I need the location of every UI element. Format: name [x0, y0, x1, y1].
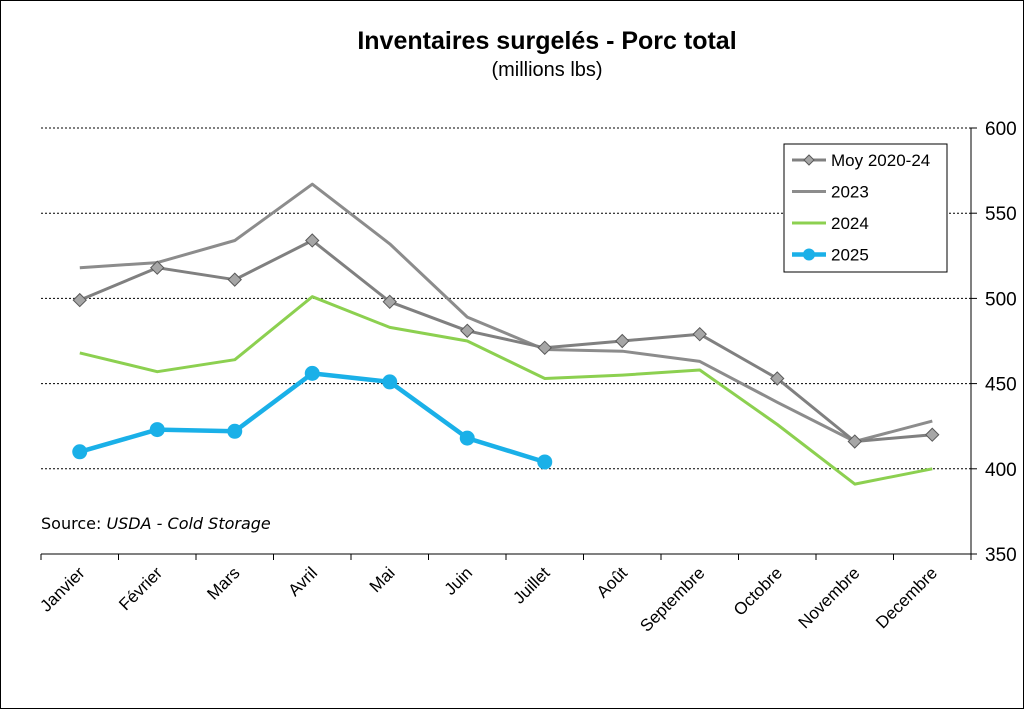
y-tick-label: 500: [985, 289, 1017, 310]
data-point: [72, 444, 88, 460]
data-point: [692, 326, 707, 342]
data-point: [72, 292, 87, 308]
series-line-2: [79, 295, 933, 486]
source-annotation: Source: USDA - Cold Storage: [41, 514, 271, 533]
data-point: [537, 340, 552, 356]
x-tick-label: Mars: [203, 563, 243, 603]
data-point: [304, 365, 320, 381]
series-line-0: [79, 239, 933, 443]
data-point: [770, 371, 785, 386]
x-tick-label: Decembre: [872, 563, 941, 632]
source-name: USDA - Cold Storage: [106, 514, 270, 533]
series-markers: [72, 233, 940, 470]
data-point: [459, 430, 475, 446]
chart-title: Inventaires surgelés - Porc total: [357, 27, 737, 55]
y-tick-label: 450: [985, 375, 1017, 396]
x-tick-label: Juin: [441, 563, 476, 598]
series-line-3: [79, 371, 546, 465]
chart-subtitle: (millions lbs): [491, 59, 603, 81]
x-tick-label: Novembre: [795, 563, 864, 632]
series-line-1: [79, 182, 933, 443]
x-tick-label: Octobre: [730, 563, 786, 619]
y-tick-label: 550: [985, 204, 1017, 225]
data-point: [382, 374, 398, 390]
source-prefix: Source:: [41, 514, 106, 533]
x-tick-label: Février: [115, 563, 166, 614]
legend-marker: [803, 154, 815, 166]
data-point: [227, 272, 242, 287]
data-point: [460, 323, 475, 338]
data-point: [227, 423, 243, 439]
data-point: [925, 427, 940, 442]
legend-label: Moy 2020-24: [831, 151, 930, 170]
gridlines: [41, 127, 971, 470]
data-point: [382, 294, 397, 310]
data-point: [847, 434, 862, 449]
y-tick-label: 350: [985, 545, 1017, 566]
x-tick-label: Septembre: [636, 563, 708, 635]
legend-label: 2023: [831, 183, 869, 202]
x-tick-label: Janvier: [36, 563, 88, 615]
x-tick-label: Août: [593, 563, 631, 601]
y-tick-label: 600: [985, 119, 1017, 140]
data-point: [537, 454, 553, 470]
y-tick-label: 400: [985, 460, 1017, 481]
legend-label: 2025: [831, 246, 869, 265]
x-tick-label: Mai: [366, 563, 399, 596]
data-point: [149, 422, 165, 438]
legend: Moy 2020-24 2023 2024 2025: [783, 143, 948, 273]
legend-label: 2024: [831, 214, 869, 233]
data-point: [615, 333, 630, 349]
data-point: [150, 260, 165, 275]
legend-marker: [803, 248, 815, 261]
x-tick-label: Juillet: [509, 563, 553, 607]
data-point: [305, 233, 320, 248]
x-tick-label: Avril: [284, 563, 321, 600]
